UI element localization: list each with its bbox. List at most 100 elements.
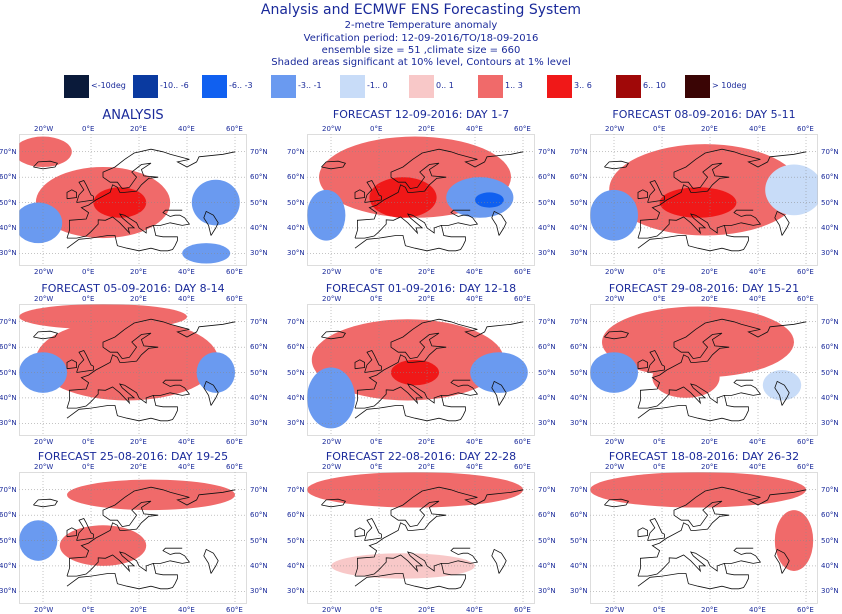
lon-tick-label: 60°E [797,606,814,614]
lat-tick-label: 40°N [287,561,305,570]
lat-tick-label: 40°N [0,393,17,402]
coastline [67,209,191,239]
panel-title: ANALYSIS [102,108,164,123]
panel-title: FORECAST 22-08-2016: DAY 22-28 [325,450,517,463]
lon-tick-label: 20°E [130,606,147,614]
coastline [638,379,762,409]
lon-tick-label: 40°E [466,463,483,471]
lon-tick-label: 20°W [322,268,342,276]
lat-tick-label: 40°N [0,561,17,570]
coastline [66,395,178,422]
anomaly-region [475,192,504,208]
lat-tick-label: 40°N [570,393,588,402]
coastline [491,548,507,574]
coastline [647,180,665,203]
lon-tick-label: 0°E [370,268,383,276]
significance-note: Shaded areas significant at 10% level, C… [271,57,571,68]
map-frame [590,134,818,266]
lat-tick-label: 60°N [287,173,305,182]
legend-label: -1.. 0 [367,81,388,90]
lon-tick-label: 20°E [701,125,718,133]
lat-tick-label: 40°N [538,393,556,402]
coastline [354,563,466,590]
coastline [354,527,365,538]
lon-tick-label: 0°E [82,606,95,614]
lon-tick-label: 60°E [797,125,814,133]
legend-swatch [202,75,227,98]
lon-tick-label: 20°E [418,463,435,471]
lon-tick-label: 20°E [701,438,718,446]
lat-tick-label: 70°N [0,317,17,326]
lon-tick-label: 0°E [370,295,383,303]
coastline [604,330,630,340]
legend-swatch [133,75,158,98]
coastline [321,160,347,170]
lat-tick-label: 30°N [250,249,268,258]
anomaly-map-svg [19,134,247,266]
anomaly-region [191,179,240,226]
legend-swatch [685,75,710,98]
lat-tick-label: 60°N [538,173,556,182]
coastline [66,563,178,590]
coastline [203,548,219,574]
panel-title: FORECAST 12-09-2016: DAY 1-7 [332,108,510,121]
panel-title: FORECAST 18-08-2016: DAY 26-32 [608,450,800,463]
coastline [66,359,77,370]
lon-tick-label: 40°E [178,295,195,303]
lat-tick-label: 60°N [250,343,268,352]
lon-tick-label: 20°W [322,606,342,614]
lon-tick-label: 20°E [701,463,718,471]
coastline [354,189,365,200]
lon-tick-label: 20°W [34,438,54,446]
lat-tick-label: 70°N [0,147,17,156]
coastline [647,350,665,373]
lon-tick-label: 40°E [178,463,195,471]
legend-label: > 10deg [712,81,747,90]
lon-tick-label: 20°W [34,268,54,276]
lat-tick-label: 50°N [250,368,268,377]
lon-tick-label: 60°E [514,438,531,446]
lat-tick-label: 50°N [821,536,839,545]
lat-tick-label: 40°N [250,393,268,402]
lon-tick-label: 20°E [701,268,718,276]
verification-period: Verification period: 12-09-2016/TO/18-09… [303,33,539,44]
coastline [354,318,524,409]
coastline [355,547,479,577]
legend-label: 3.. 6 [574,81,592,90]
lon-tick-label: 20°W [605,606,625,614]
lon-tick-label: 40°E [749,295,766,303]
anomaly-map [19,472,247,604]
lon-tick-label: 0°E [370,606,383,614]
coastline [637,148,807,239]
legend-label: 6.. 10 [643,81,666,90]
lon-tick-label: 60°E [226,463,243,471]
coastline [66,318,236,409]
anomaly-region [19,304,187,330]
lat-tick-label: 30°N [821,587,839,596]
lat-tick-label: 50°N [250,198,268,207]
coastline [491,380,507,406]
anomaly-map-svg [590,134,818,266]
lon-tick-label: 20°W [34,125,54,133]
panel-title: FORECAST 29-08-2016: DAY 15-21 [608,282,800,295]
lat-tick-label: 70°N [287,317,305,326]
coastline [354,148,524,239]
lat-tick-label: 30°N [821,419,839,428]
lat-tick-label: 50°N [570,536,588,545]
lat-tick-label: 70°N [570,147,588,156]
coastline [637,225,749,252]
anomaly-map-svg [19,472,247,604]
ensemble-info: ensemble size = 51 ,climate size = 660 [321,45,521,56]
coastline [364,180,382,203]
lat-tick-label: 40°N [287,393,305,402]
map-frame [19,304,247,436]
lat-tick-label: 40°N [570,561,588,570]
lat-tick-label: 40°N [538,561,556,570]
panel-title: FORECAST 01-09-2016: DAY 12-18 [325,282,517,295]
lon-tick-label: 40°E [466,268,483,276]
lon-tick-label: 20°W [605,125,625,133]
lat-tick-label: 60°N [287,511,305,520]
anomaly-region [652,357,720,398]
lat-tick-label: 40°N [0,223,17,232]
lon-tick-label: 40°E [466,438,483,446]
